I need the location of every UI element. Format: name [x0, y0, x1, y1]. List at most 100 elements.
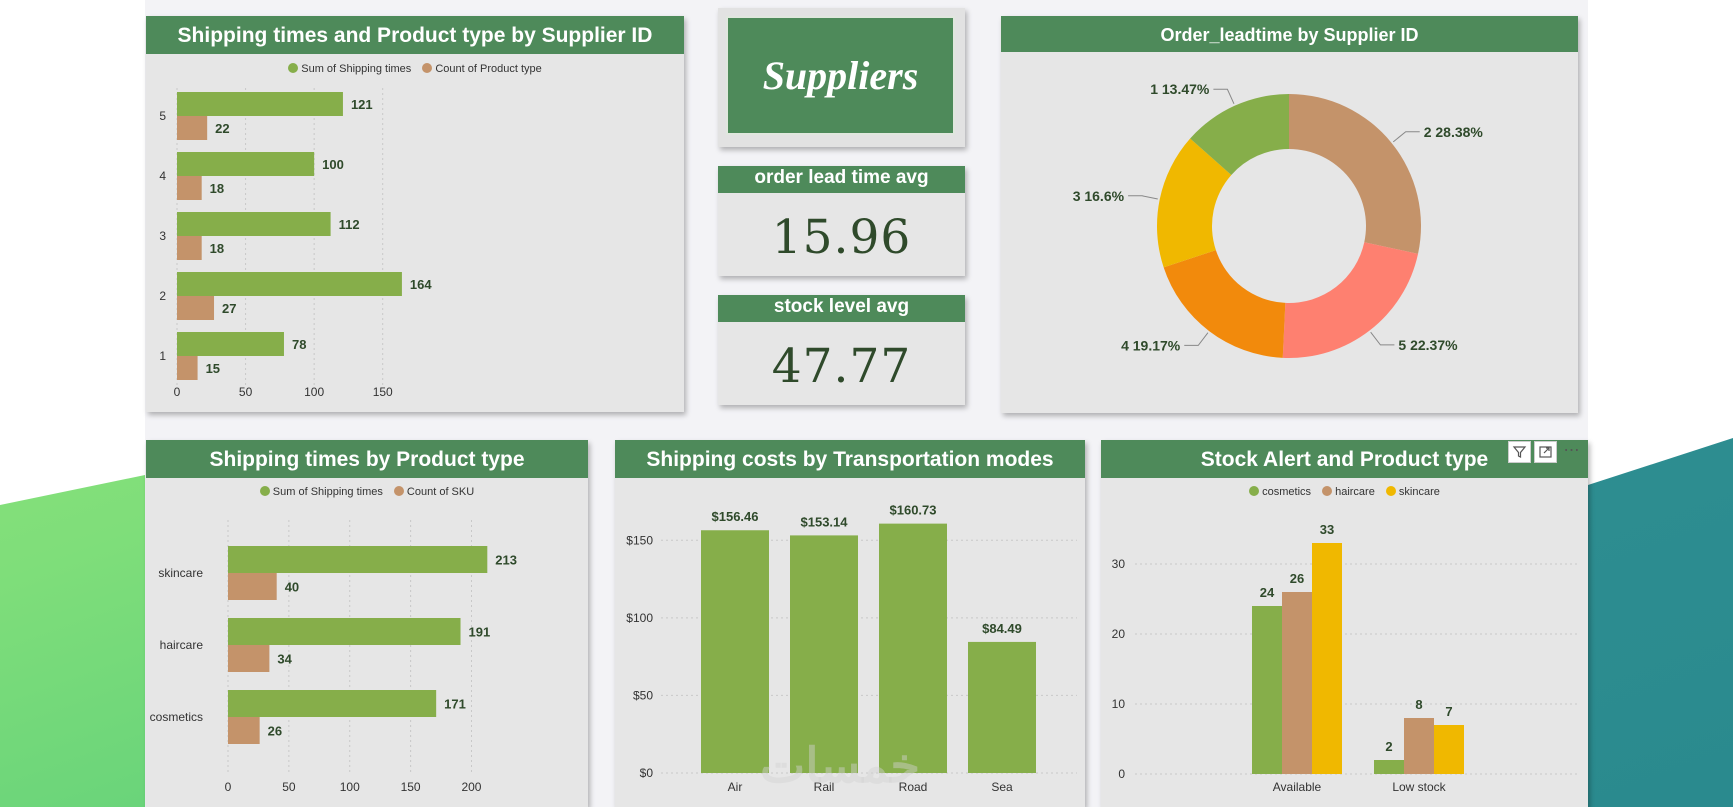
suppliers-card: Suppliers [718, 8, 965, 147]
leadtime-donut-panel[interactable]: Order_leadtime by Supplier ID 2 28.38% 5 … [1001, 16, 1578, 413]
bar [1434, 725, 1464, 774]
kpi-value: 15.96 [771, 210, 912, 265]
legend-item-skincare[interactable]: skincare [1385, 486, 1440, 498]
legend-item-product-count[interactable]: Count of Product type [422, 63, 542, 75]
x-tick-label: 50 [282, 780, 296, 794]
x-category-label: Road [899, 780, 928, 794]
slice-label: 2 28.38% [1424, 124, 1484, 140]
donut-slice [1163, 250, 1286, 358]
y-tick-label: 30 [1112, 557, 1126, 571]
x-category-label: Available [1273, 780, 1322, 794]
kpi-title: order lead time avg [718, 166, 965, 193]
legend-label: Sum of Shipping times [272, 486, 383, 498]
bar [1282, 592, 1312, 774]
data-label: $156.46 [712, 509, 759, 524]
x-tick-label: 150 [401, 780, 421, 794]
bar [228, 717, 260, 744]
suppliers-title: Suppliers [762, 53, 919, 98]
leader-line [1184, 332, 1209, 346]
bar [879, 523, 947, 773]
y-tick-label: 20 [1112, 627, 1126, 641]
order-lead-time-kpi[interactable]: order lead time avg 15.96 [718, 166, 965, 276]
data-label: 26 [268, 724, 282, 739]
y-category-label: 4 [159, 169, 166, 183]
focus-mode-icon-glyph [1539, 446, 1552, 458]
slice-label: 3 16.6% [1073, 188, 1125, 204]
supplier-shipping-panel[interactable]: Shipping times and Product type by Suppl… [146, 16, 684, 412]
stock-alert-panel[interactable]: Stock Alert and Product type cosmetics h… [1101, 440, 1588, 807]
transport-costs-chart: $0 $50 $100 $150 $156.46 Air $153.14 Rail $160.7… [626, 503, 1077, 794]
data-label: 33 [1320, 522, 1334, 537]
more-options-icon[interactable]: ⋯ [1563, 442, 1580, 459]
y-tick-label: $50 [633, 688, 653, 702]
data-label: 213 [495, 553, 517, 568]
bar [701, 530, 769, 773]
x-tick-label: 0 [225, 780, 232, 794]
data-label: 78 [292, 337, 306, 352]
y-tick-label: $0 [640, 766, 654, 780]
x-category-label: Low stock [1392, 780, 1446, 794]
kpi-title: stock level avg [718, 295, 965, 322]
legend-label: skincare [1398, 486, 1440, 498]
filter-icon-glyph [1512, 446, 1527, 458]
data-label: 8 [1415, 697, 1422, 712]
stock-level-kpi[interactable]: stock level avg 47.77 [718, 295, 965, 405]
legend-dot [1385, 486, 1396, 496]
transport-costs-title: Shipping costs by Transportation modes [615, 440, 1085, 478]
legend-item-cosmetics[interactable]: cosmetics [1249, 486, 1311, 498]
leadtime-donut-chart: 2 28.38% 5 22.37% 4 19.17% 3 16.6% 1 13.47% [1073, 81, 1484, 358]
data-label: 40 [285, 580, 299, 595]
legend-label: Count of SKU [406, 486, 475, 498]
bar [1312, 543, 1342, 774]
data-label: $84.49 [982, 621, 1022, 636]
stock-alert-chart: 0 10 20 30 24 26 33 Available 2 8 7 Low stock [1112, 522, 1579, 794]
legend-dot [422, 63, 433, 73]
bar [1374, 760, 1404, 774]
data-label: 100 [322, 157, 344, 172]
legend-item-shipping-times[interactable]: Sum of Shipping times [259, 486, 383, 498]
product-shipping-panel[interactable]: Shipping times by Product type Sum of Sh… [146, 440, 588, 807]
bar [968, 641, 1036, 773]
legend-item-shipping-times[interactable]: Sum of Shipping times [288, 63, 411, 75]
data-label: $160.73 [890, 503, 937, 518]
data-label: 22 [215, 121, 229, 136]
bar [177, 92, 343, 116]
bar [177, 176, 202, 200]
bar [177, 152, 315, 176]
legend-item-haircare[interactable]: haircare [1322, 486, 1375, 498]
product-shipping-title: Shipping times by Product type [146, 440, 588, 478]
donut-slice [1190, 94, 1289, 175]
legend-dot [1322, 486, 1333, 496]
data-label: $153.14 [801, 514, 849, 529]
x-tick-label: 0 [174, 385, 181, 399]
data-label: 112 [339, 217, 360, 232]
data-label: 18 [210, 241, 224, 256]
bar [228, 573, 277, 600]
y-category-label: 5 [159, 109, 166, 123]
x-category-label: Rail [814, 780, 835, 794]
leader-line [1213, 88, 1235, 105]
legend-item-sku-count[interactable]: Count of SKU [393, 486, 475, 498]
bar [1252, 606, 1282, 774]
data-label: 164 [410, 277, 432, 292]
focus-mode-icon[interactable] [1534, 441, 1557, 463]
stock-alert-legend[interactable]: cosmetics haircare skincare [1101, 486, 1588, 498]
product-shipping-legend[interactable]: Sum of Shipping times Count of SKU [146, 486, 588, 498]
slice-label: 5 22.37% [1398, 337, 1458, 353]
x-tick-label: 150 [373, 385, 393, 399]
bar [1404, 718, 1434, 774]
filter-icon[interactable] [1508, 441, 1531, 463]
legend-label: Count of Product type [435, 63, 542, 75]
transport-costs-panel[interactable]: Shipping costs by Transportation modes $… [615, 440, 1085, 807]
legend-label: Sum of Shipping times [301, 63, 412, 75]
data-label: 24 [1260, 585, 1275, 600]
leader-line [1392, 131, 1420, 143]
y-tick-label: $100 [626, 611, 653, 625]
leader-line [1128, 195, 1158, 200]
y-tick-label: $150 [626, 533, 653, 547]
y-tick-label: 10 [1112, 697, 1126, 711]
supplier-shipping-legend[interactable]: Sum of Shipping times Count of Product t… [146, 63, 684, 75]
leader-line [1370, 331, 1395, 346]
kpi-value: 47.77 [771, 339, 912, 394]
